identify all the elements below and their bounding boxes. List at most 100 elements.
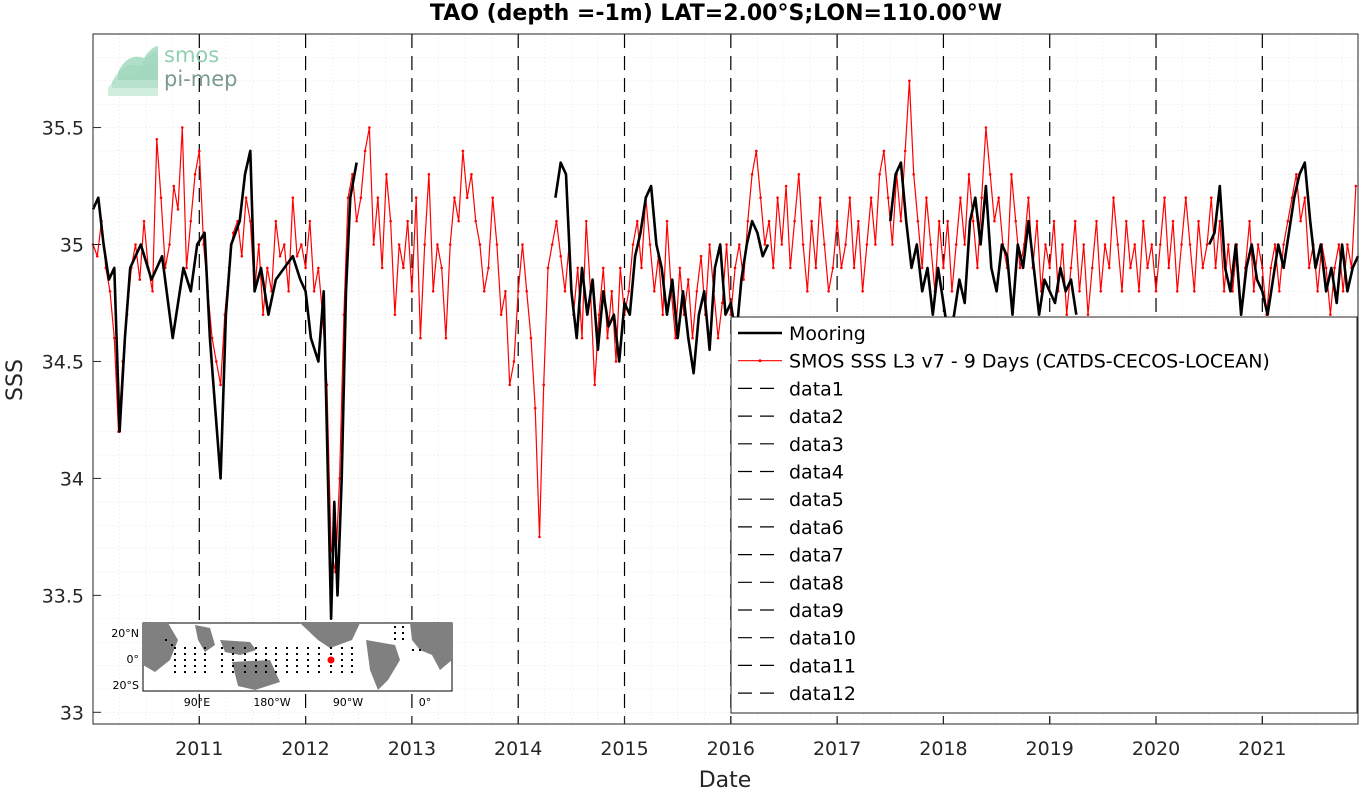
series-point-smos bbox=[1065, 313, 1069, 316]
series-line-mooring-2 bbox=[554, 161, 770, 375]
legend-label: data9 bbox=[789, 600, 844, 622]
inset-buoy-marker bbox=[194, 647, 196, 649]
series-point-smos bbox=[857, 219, 860, 223]
series-point-smos bbox=[1137, 289, 1141, 293]
inset-buoy-marker bbox=[275, 647, 277, 649]
series-point-smos bbox=[878, 173, 881, 176]
inset-buoy-marker bbox=[221, 665, 223, 667]
inset-buoy-marker bbox=[330, 653, 332, 655]
inset-buoy-marker bbox=[221, 671, 223, 673]
series-point-smos bbox=[112, 336, 116, 340]
series-point-smos bbox=[584, 219, 588, 223]
series-point-smos bbox=[419, 336, 422, 340]
series-point-smos bbox=[1227, 243, 1230, 246]
series-point-smos bbox=[797, 173, 801, 176]
series-point-smos bbox=[640, 266, 643, 270]
inset-buoy-marker bbox=[194, 671, 196, 673]
series-point-smos bbox=[1273, 243, 1277, 246]
y-axis-ticks: 33 33.5 34 34.5 35 35.5 bbox=[42, 118, 101, 724]
series-point-smos bbox=[1329, 313, 1332, 316]
series-point-smos bbox=[954, 243, 958, 246]
series-point-smos bbox=[810, 219, 813, 223]
inset-buoy-marker bbox=[255, 671, 257, 673]
inset-buoy-marker bbox=[341, 671, 343, 673]
series-point-smos bbox=[482, 289, 486, 293]
chart-title: TAO (depth =-1m) LAT=2.00°S;LON=110.00°W bbox=[430, 1, 1002, 26]
series-point-smos bbox=[1018, 266, 1022, 270]
inset-buoy-marker bbox=[286, 659, 288, 661]
series-point-smos bbox=[257, 243, 261, 246]
inset-buoy-marker bbox=[204, 647, 206, 649]
series-point-smos bbox=[274, 219, 278, 223]
series-point-smos bbox=[436, 243, 439, 246]
logo-text-pi-mep: pi-mep bbox=[164, 67, 237, 91]
series-point-smos bbox=[210, 336, 214, 340]
inset-buoy-marker bbox=[341, 659, 343, 661]
inset-buoy-marker bbox=[194, 659, 196, 661]
inset-buoy-marker bbox=[174, 671, 176, 673]
series-point-smos bbox=[1090, 266, 1094, 270]
series-point-smos bbox=[763, 243, 767, 246]
inset-buoy-marker bbox=[184, 647, 186, 649]
series-point-smos bbox=[899, 219, 903, 223]
series-point-smos bbox=[355, 219, 358, 223]
inset-buoy-marker bbox=[255, 647, 257, 649]
legend-label: data1 bbox=[789, 378, 844, 400]
y-tick-label: 35 bbox=[60, 235, 84, 257]
inset-buoy-marker bbox=[204, 665, 206, 667]
inset-buoy-marker bbox=[194, 665, 196, 667]
series-point-smos bbox=[1035, 219, 1039, 223]
series-point-smos bbox=[1303, 196, 1307, 200]
inset-buoy-marker bbox=[204, 671, 206, 673]
series-point-smos bbox=[1269, 266, 1273, 270]
series-point-smos bbox=[1192, 289, 1196, 293]
legend-label: data4 bbox=[789, 462, 844, 484]
series-point-smos bbox=[512, 360, 516, 363]
series-point-smos bbox=[1354, 184, 1358, 188]
inset-buoy-marker bbox=[244, 671, 246, 673]
legend-label: data8 bbox=[789, 572, 844, 594]
series-point-smos bbox=[767, 219, 771, 223]
series-point-smos bbox=[1073, 219, 1077, 223]
series-point-smos bbox=[1146, 266, 1149, 270]
inset-buoy-marker bbox=[255, 653, 257, 655]
series-point-smos bbox=[317, 266, 320, 270]
inset-buoy-marker bbox=[307, 671, 309, 673]
series-point-smos bbox=[351, 173, 354, 176]
inset-buoy-marker bbox=[296, 671, 298, 673]
series-point-smos bbox=[661, 313, 665, 316]
series-point-smos bbox=[1316, 289, 1319, 293]
x-tick-label: 2011 bbox=[175, 738, 223, 760]
series-point-smos bbox=[993, 219, 996, 223]
series-point-smos bbox=[699, 254, 703, 258]
inset-buoy-marker bbox=[174, 665, 176, 667]
series-point-smos bbox=[359, 196, 363, 200]
legend-label: data7 bbox=[789, 545, 844, 567]
inset-buoy-marker bbox=[341, 665, 343, 667]
inset-map-frame bbox=[142, 622, 453, 692]
inset-buoy-marker bbox=[194, 653, 196, 655]
series-point-smos bbox=[465, 196, 469, 200]
series-line-smos bbox=[92, 80, 1357, 573]
inset-buoy-marker bbox=[286, 671, 288, 673]
inset-buoy-marker bbox=[184, 653, 186, 655]
series-point-smos bbox=[1299, 219, 1302, 223]
series-point-smos bbox=[176, 208, 180, 211]
inset-buoy-marker bbox=[318, 665, 320, 667]
series-point-smos bbox=[198, 149, 201, 153]
series-point-smos bbox=[397, 243, 401, 246]
inset-buoy-marker bbox=[221, 659, 223, 661]
series-point-smos bbox=[1282, 243, 1285, 246]
inset-buoy-marker bbox=[307, 647, 309, 649]
inset-buoy-marker bbox=[275, 665, 277, 667]
series-point-smos bbox=[597, 313, 601, 316]
inset-buoy-marker bbox=[165, 639, 167, 641]
inset-buoy-marker bbox=[351, 659, 353, 661]
series-point-smos bbox=[444, 336, 448, 340]
series-point-smos bbox=[193, 173, 197, 176]
series-point-smos bbox=[814, 266, 818, 270]
series-point-smos bbox=[1133, 243, 1137, 246]
series-point-smos bbox=[908, 79, 911, 83]
series-point-smos bbox=[1048, 266, 1052, 270]
plot-frame bbox=[92, 33, 1359, 725]
